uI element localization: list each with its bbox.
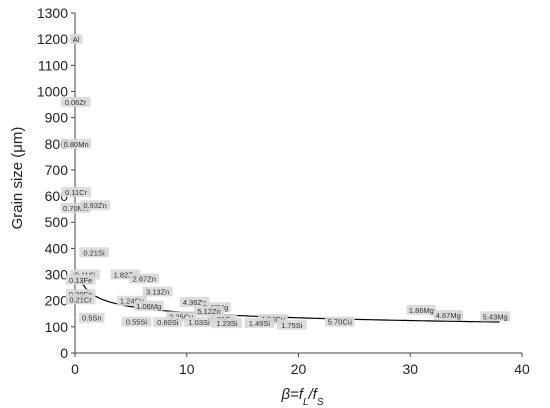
point-label: 1.49Si (249, 319, 271, 328)
y-tick-label: 1100 (38, 57, 68, 73)
data-point: 5.43Mg (480, 311, 511, 322)
point-label: 5.70Cu (328, 318, 352, 327)
x-tick-label: 30 (402, 361, 418, 377)
point-marker (80, 200, 111, 211)
point-label: 0.13Fe (69, 276, 92, 285)
point-label: 4.36Zn (183, 298, 206, 307)
point-marker (152, 317, 183, 328)
point-label: 0.21Cr (69, 295, 92, 304)
data-point: 3.13Zn (142, 286, 173, 297)
point-label: 1.06Mg (136, 302, 161, 311)
point-marker (480, 311, 511, 322)
data-point: 0.60Si (152, 317, 183, 328)
point-label: 0.55Si (126, 318, 148, 327)
point-marker (433, 310, 464, 321)
data-point: 1.49Si (244, 317, 275, 328)
point-label: 2.67Zn (133, 274, 156, 283)
x-axis-title: β=fL/fS (280, 386, 323, 408)
point-label: 0.21Si (83, 248, 105, 257)
point-label: Al (73, 35, 80, 44)
point-label: 0.60Si (157, 318, 179, 327)
data-point: 0.21Si (79, 247, 109, 258)
data-point: Al (69, 34, 83, 45)
point-label: 1.03Si (188, 318, 210, 327)
y-tick-label: 1000 (37, 83, 68, 99)
point-marker (121, 316, 152, 327)
point-marker (133, 300, 164, 311)
point-label: 3.13Zn (146, 288, 169, 297)
data-point: 1.03Si (184, 317, 214, 328)
y-tick-label: 0 (60, 345, 68, 361)
point-label: 1.75Si (281, 321, 303, 330)
y-axis-title: Grain size (μm) (9, 127, 26, 230)
point-marker (60, 96, 91, 107)
point-marker (142, 286, 173, 297)
data-point: 5.12Zn (194, 306, 224, 317)
point-marker (194, 306, 224, 317)
point-marker (61, 138, 92, 149)
data-point: 0.11Cr (61, 187, 92, 198)
point-marker (244, 317, 275, 328)
data-point: 0.5Sn (79, 312, 105, 323)
y-tick-label: 400 (45, 240, 69, 256)
data-point: 1.75Si (276, 319, 307, 330)
y-tick-label: 700 (45, 162, 69, 178)
point-label: 2.25Cu (169, 312, 193, 321)
point-marker (79, 312, 105, 323)
point-marker (65, 294, 96, 305)
point-marker (65, 274, 96, 285)
data-point: 0.21Cr (65, 294, 96, 305)
point-label: 0.11Cr (65, 188, 87, 197)
point-label: 0.80Mn (64, 140, 89, 149)
x-tick-label: 40 (514, 361, 530, 377)
point-label: 0.06Zr (65, 98, 87, 107)
point-marker (324, 316, 355, 327)
point-label: 1.24Cu (120, 297, 144, 306)
point-label: 1.86Mg (409, 306, 434, 315)
data-point: 1.23Si (212, 318, 242, 329)
x-tick-label: 0 (71, 361, 79, 377)
y-tick-label: 200 (45, 293, 69, 309)
data-point: 4.67Mg (433, 310, 464, 321)
point-marker (129, 273, 160, 284)
x-axis-ticks: 0 10 20 30 40 (71, 353, 530, 377)
point-marker (69, 34, 83, 45)
point-marker (276, 319, 307, 330)
data-point: 0.06Zr (60, 96, 91, 107)
point-marker (61, 187, 92, 198)
y-tick-label: 500 (45, 214, 69, 230)
data-point: 1.06Mg (133, 300, 164, 311)
point-label: 5.12Zn (197, 307, 220, 316)
data-point: 0.93Zn (80, 200, 111, 211)
point-marker (406, 304, 437, 315)
y-tick-label: 1300 (37, 5, 68, 21)
x-tick-label: 20 (291, 361, 307, 377)
data-point: 0.55Si (121, 316, 152, 327)
y-tick-label: 1200 (37, 31, 68, 47)
point-marker (184, 317, 214, 328)
data-point: 0.80Mn (61, 138, 92, 149)
y-tick-label: 100 (45, 319, 69, 335)
point-marker (79, 247, 109, 258)
point-label: 1.82Zn (114, 271, 137, 280)
y-tick-label: 300 (45, 267, 69, 283)
y-axis-ticks: 0100200300400500600700800900100011001200… (37, 5, 75, 361)
point-label: 0.93Zn (83, 201, 106, 210)
point-label: 1.23Si (216, 319, 238, 328)
data-point: 1.86Mg (406, 304, 437, 315)
data-point: 5.70Cu (324, 316, 355, 327)
y-tick-label: 900 (45, 110, 69, 126)
point-label: 4.67Mg (436, 311, 461, 320)
point-label: 0.70Mn (63, 204, 88, 213)
x-tick-label: 10 (179, 361, 195, 377)
point-label: 0.5Sn (82, 314, 102, 323)
data-point: 0.13Fe (65, 274, 96, 285)
point-label: 5.43Mg (483, 312, 508, 321)
point-marker (212, 318, 242, 329)
data-point: 2.67Zn (129, 273, 160, 284)
